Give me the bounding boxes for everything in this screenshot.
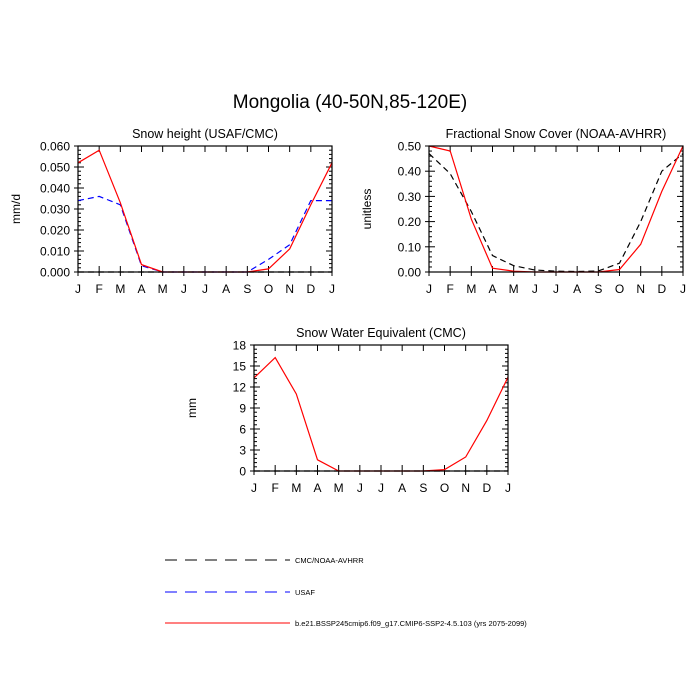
y-tick-label: 0.020 (40, 224, 70, 238)
x-tick-label: F (446, 282, 453, 296)
series-line-2 (77, 195, 332, 273)
x-tick-label: M (291, 481, 301, 495)
x-tick-label: J (680, 282, 686, 296)
y-tick-label: 0.20 (398, 215, 422, 229)
y-tick-label: 0.50 (398, 140, 422, 154)
x-tick-label: M (115, 282, 125, 296)
series-line-1 (428, 153, 684, 273)
legend-entry-2: USAF (165, 588, 315, 597)
x-tick-label: J (75, 282, 81, 296)
chart-panels: Snow height (USAF/CMC)mm/d0.0000.0100.02… (9, 127, 686, 495)
legend-entry-3: b.e21.BSSP245cmip6.f09_g17.CMIP6-SSP2-4.… (165, 619, 527, 628)
chart-title: Fractional Snow Cover (NOAA-AVHRR) (446, 127, 667, 141)
x-tick-label: J (505, 481, 511, 495)
x-tick-label: O (264, 282, 273, 296)
y-tick-label: 15 (233, 360, 247, 374)
x-tick-label: J (553, 282, 559, 296)
x-tick-label: O (615, 282, 624, 296)
legend-label: b.e21.BSSP245cmip6.f09_g17.CMIP6-SSP2-4.… (295, 619, 527, 628)
plot-frame (253, 344, 509, 472)
y-tick-label: 0 (239, 465, 246, 479)
series-line-2 (253, 356, 509, 472)
legend-label: USAF (295, 588, 315, 597)
x-tick-label: J (251, 481, 257, 495)
x-tick-label: A (398, 481, 406, 495)
chart-panel-3: Snow Water Equivalent (CMC) mm 0 3 6 9 12 15 18 J… (185, 326, 511, 495)
x-tick-label: J (357, 481, 363, 495)
plot-frame (428, 145, 684, 273)
x-tick-label: S (594, 282, 602, 296)
chart-title: Snow height (USAF/CMC) (132, 127, 278, 141)
y-tick-label: 3 (239, 444, 246, 458)
y-axis-label: mm (185, 398, 199, 418)
x-tick-label: J (329, 282, 335, 296)
legend-label: CMC/NOAA-AVHRR (295, 556, 364, 565)
x-tick-label: S (243, 282, 251, 296)
legend-entry-1: CMC/NOAA-AVHRR (165, 556, 364, 565)
x-tick-label: A (313, 481, 321, 495)
y-tick-label: 6 (239, 423, 246, 437)
legend: CMC/NOAA-AVHRR USAF b.e21.BSSP245cmip6.f09… (165, 556, 527, 628)
x-tick-label: M (509, 282, 519, 296)
x-tick-label: M (334, 481, 344, 495)
y-tick-label: 0.050 (40, 161, 70, 175)
chart-title: Snow Water Equivalent (CMC) (296, 326, 466, 340)
series-line-2 (428, 145, 684, 273)
x-tick-label: N (285, 282, 294, 296)
x-tick-label: M (466, 282, 476, 296)
x-tick-label: A (488, 282, 496, 296)
x-tick-label: J (426, 282, 432, 296)
x-tick-label: O (440, 481, 449, 495)
chart-panel-2: Fractional Snow Cover (NOAA-AVHRR) unitle… (360, 127, 686, 296)
x-tick-label: J (532, 282, 538, 296)
x-tick-label: D (657, 282, 666, 296)
x-tick-label: D (306, 282, 315, 296)
x-tick-label: J (181, 282, 187, 296)
x-tick-label: A (573, 282, 581, 296)
x-tick-label: A (137, 282, 145, 296)
y-tick-label: 0.40 (398, 165, 422, 179)
x-tick-label: S (419, 481, 427, 495)
y-tick-label: 0.10 (398, 240, 422, 254)
x-tick-label: A (222, 282, 230, 296)
series-line-3 (77, 149, 333, 273)
y-tick-label: 0.000 (40, 266, 70, 280)
y-tick-label: 0.010 (40, 245, 70, 259)
y-tick-label: 0.060 (40, 140, 70, 154)
plot-frame (77, 145, 333, 273)
chart-panel-1: Snow height (USAF/CMC) mm/d 0.000 0.010 0.02… (9, 127, 335, 296)
x-tick-label: N (461, 481, 470, 495)
x-tick-label: J (378, 481, 384, 495)
x-tick-label: M (158, 282, 168, 296)
y-tick-label: 0.00 (398, 266, 422, 280)
page-title: Mongolia (40-50N,85-120E) (232, 92, 468, 113)
y-tick-label: 0.30 (398, 190, 422, 204)
y-tick-label: 18 (233, 339, 247, 353)
y-axis-label: mm/d (9, 194, 23, 224)
y-axis-label: unitless (360, 189, 374, 230)
y-tick-label: 0.040 (40, 182, 70, 196)
y-tick-label: 0.030 (40, 203, 70, 217)
x-tick-label: F (95, 282, 102, 296)
x-tick-label: N (636, 282, 645, 296)
y-tick-label: 12 (233, 381, 247, 395)
x-tick-label: J (202, 282, 208, 296)
y-tick-label: 9 (239, 402, 246, 416)
x-tick-label: F (271, 481, 278, 495)
x-tick-label: D (482, 481, 491, 495)
